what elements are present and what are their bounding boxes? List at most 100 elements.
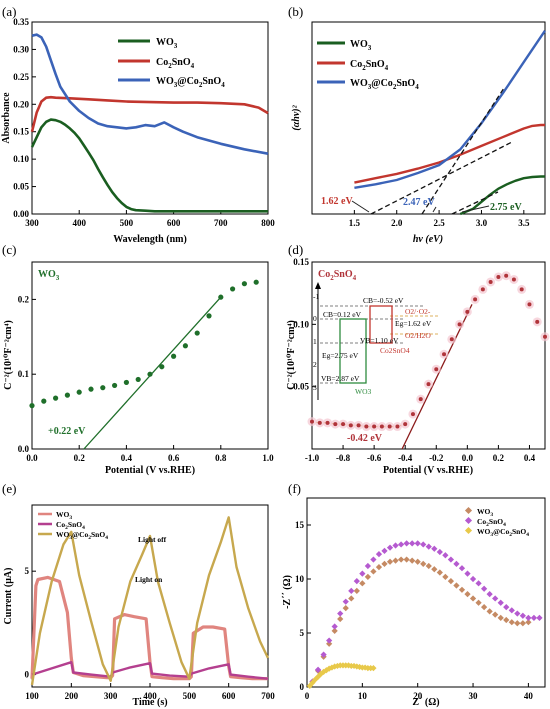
series-line-1 xyxy=(354,123,545,184)
data-point xyxy=(206,313,212,319)
x-tick-label: 0.6 xyxy=(168,453,180,463)
data-point-series-0 xyxy=(370,568,377,575)
data-point-series-0 xyxy=(503,616,510,624)
panel-c-yticks: 0.0 0.1 0.2 xyxy=(18,294,36,454)
arrow-1-62 xyxy=(351,200,370,213)
panel-e-plot xyxy=(30,516,270,686)
data-point xyxy=(53,395,59,401)
y-tick-label: 0.15 xyxy=(13,127,29,137)
x-tick-label: 800 xyxy=(261,218,275,228)
panel-f-legend: WO3 Co2SnO4 WO3@Co2SnO4 xyxy=(464,506,529,538)
data-point-series-1 xyxy=(397,541,405,548)
data-point xyxy=(123,379,129,386)
data-point xyxy=(457,322,462,327)
panel-a-yticks: 0.00 0.05 0.10 0.15 0.20 0.25 0.30 0.35 xyxy=(13,17,36,219)
data-point-series-1 xyxy=(486,591,493,598)
data-point-series-0 xyxy=(525,619,532,626)
data-point-series-1 xyxy=(475,580,482,587)
data-point xyxy=(41,398,47,404)
data-point xyxy=(230,286,236,292)
data-point xyxy=(182,343,188,349)
data-point xyxy=(364,424,369,429)
legend-label-wo3-co2sno4: WO3@Co2SnO4 xyxy=(477,527,529,538)
panel-a: (a) 300 400 500 600 700 800 0.000.050.100.150… xyxy=(1,4,275,245)
data-point xyxy=(395,424,400,429)
panel-e-xticks: 100 200 300 400 500 600 700 xyxy=(25,683,275,701)
annotation-2-47: 2.47 eV xyxy=(403,197,435,208)
data-point-series-1 xyxy=(375,551,383,558)
data-point-series-0 xyxy=(337,615,344,623)
data-point xyxy=(194,330,200,336)
series-line-2 xyxy=(30,516,270,686)
series-line-1 xyxy=(31,661,269,680)
y-tick-label: 0.2 xyxy=(18,294,30,304)
y-tick-label: 5 xyxy=(25,566,30,576)
data-point xyxy=(171,353,177,359)
y-tick-label: 0.10 xyxy=(13,154,29,164)
data-point-series-1 xyxy=(497,599,504,606)
data-point-series-0 xyxy=(453,582,460,589)
x-tick-label: 1.5 xyxy=(349,218,361,228)
data-point-series-0 xyxy=(508,619,515,626)
y-tick-label: 5 xyxy=(300,628,305,638)
data-point-series-1 xyxy=(519,612,526,619)
panel-b-legend: WO3 Co2SnO4 WO3@Co2SnO4 xyxy=(317,39,419,91)
band-tick: 0 xyxy=(313,314,317,323)
co2sno4-band-label: Co2SnO4 xyxy=(380,346,410,355)
x-tick-label: 0.4 xyxy=(524,453,536,463)
annotation-2-75: 2.75 eV xyxy=(490,202,522,213)
legend-swatch-wo3 xyxy=(464,506,473,515)
y-tick-label: 15 xyxy=(295,520,305,530)
data-point xyxy=(418,397,423,402)
data-point-series-1 xyxy=(431,545,438,552)
band-tick: 1 xyxy=(313,337,317,346)
panel-e-legend: WO3 Co2SnO4 WO3@Co2SnO4 xyxy=(38,510,108,541)
data-point-series-1 xyxy=(342,598,349,605)
y-tick-label: 0.20 xyxy=(13,99,29,109)
eg-label-wo3: Eg=2.75 eV xyxy=(322,351,359,360)
data-point-series-0 xyxy=(425,562,432,570)
x-tick-label: 500 xyxy=(183,691,197,701)
data-point-series-0 xyxy=(420,560,427,567)
legend-label-wo3: WO3 xyxy=(350,39,372,52)
data-point xyxy=(218,294,224,300)
co2sno4-band xyxy=(369,305,393,344)
series-line-0 xyxy=(459,175,545,216)
data-point xyxy=(465,309,470,314)
panel-c-material-label: WO3 xyxy=(38,269,60,282)
data-point xyxy=(147,371,153,377)
data-point xyxy=(442,352,447,357)
arrow-2-75 xyxy=(461,205,490,213)
panel-c-label: (c) xyxy=(2,242,16,257)
panel-b: (b) 1.5 2.0 2.5 3.0 3.5 1.62 eV 2.47 eV 2.75… xyxy=(288,4,546,245)
panel-a-legend: WO3 Co2SnO4 WO3@Co2SnO4 xyxy=(118,37,225,89)
data-point-series-0 xyxy=(403,556,410,563)
legend-label-wo3-co2sno4: WO3@Co2SnO4 xyxy=(56,530,108,541)
data-point xyxy=(449,337,454,342)
data-point-series-1 xyxy=(370,556,377,563)
data-point-series-0 xyxy=(436,569,443,576)
panel-d-xlabel: Potential (V vs.RHE) xyxy=(383,465,473,476)
legend-label-wo3-co2sno4: WO3@Co2SnO4 xyxy=(350,78,419,91)
x-tick-label: 500 xyxy=(120,218,134,228)
data-point-series-1 xyxy=(359,570,366,577)
y-tick-label: 0.10 xyxy=(293,319,309,329)
data-point xyxy=(535,319,540,324)
y-tick-label: 10 xyxy=(295,574,305,584)
panel-f-plot xyxy=(306,540,543,690)
data-point xyxy=(511,277,516,282)
panel-c-xticks: 0.0 0.2 0.4 0.6 0.8 1.0 xyxy=(26,445,274,463)
data-point-series-1 xyxy=(503,603,510,611)
data-point-series-1 xyxy=(458,565,466,572)
data-point-series-0 xyxy=(364,573,371,580)
data-point-series-1 xyxy=(425,543,432,550)
data-point-series-1 xyxy=(392,542,399,549)
x-tick-label: 600 xyxy=(222,691,236,701)
x-tick-label: 0.2 xyxy=(493,453,505,463)
data-point-series-0 xyxy=(342,605,349,612)
data-point-series-0 xyxy=(386,558,394,565)
panel-c-frame xyxy=(31,261,269,450)
x-tick-label: 0.4 xyxy=(121,453,133,463)
data-point xyxy=(112,382,118,389)
data-point-series-1 xyxy=(514,610,521,617)
